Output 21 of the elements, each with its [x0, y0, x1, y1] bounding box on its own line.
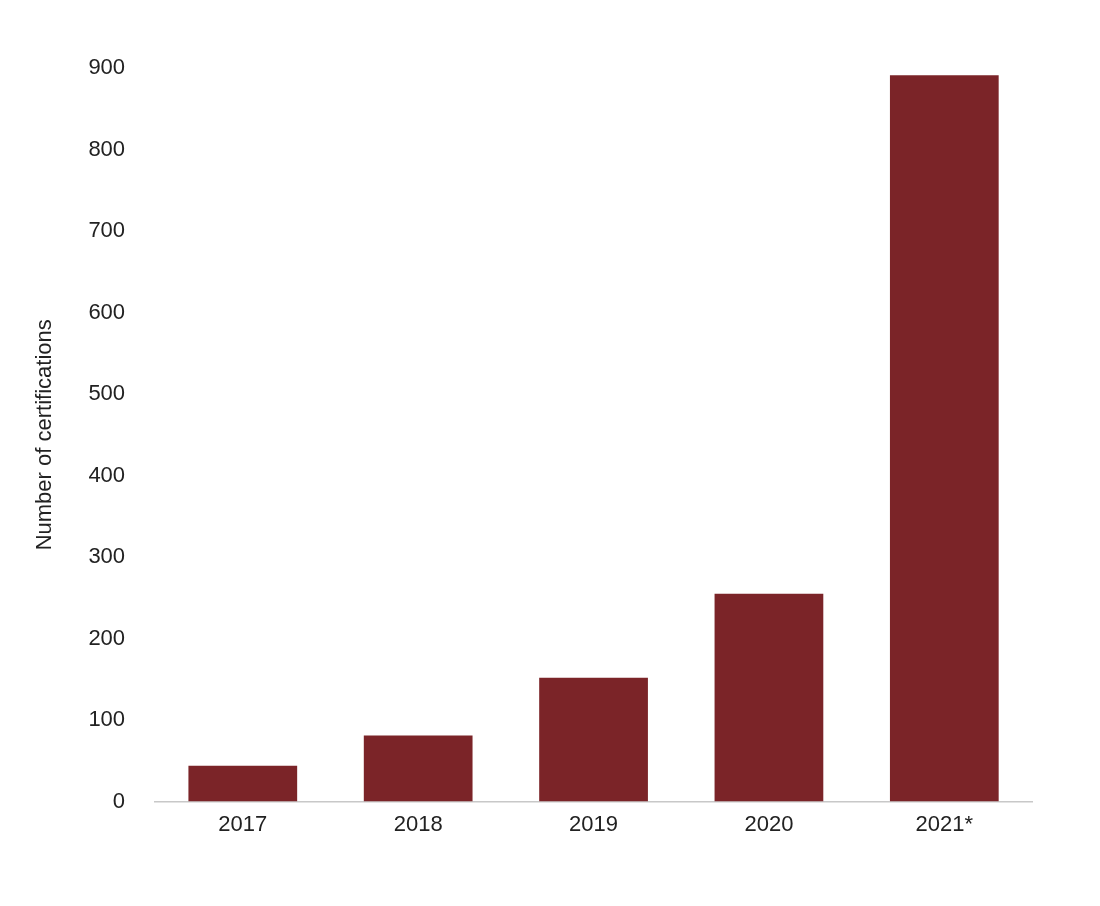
- y-tick-label: 300: [88, 543, 126, 569]
- y-tick-label: 400: [88, 461, 126, 487]
- x-tick-label: 2021*: [915, 810, 974, 836]
- x-tick-label: 2017: [218, 810, 268, 836]
- bar: [714, 593, 824, 802]
- x-tick-label: 2019: [569, 810, 619, 836]
- y-tick-label: 600: [88, 298, 126, 324]
- y-tick-label: 500: [88, 380, 126, 406]
- y-tick-label: 800: [88, 135, 126, 161]
- bar: [539, 677, 648, 802]
- y-tick-label: 200: [88, 624, 126, 650]
- y-tick-label: 900: [88, 54, 126, 80]
- bar: [363, 735, 473, 802]
- x-tick-label: 2020: [744, 810, 794, 836]
- y-tick-label: 100: [88, 706, 126, 732]
- bar: [889, 75, 999, 802]
- bar: [188, 765, 298, 802]
- y-tick-label: 700: [88, 217, 126, 243]
- x-tick-label: 2018: [393, 810, 443, 836]
- y-axis-title: Number of certifications: [31, 319, 57, 551]
- y-tick-label: 0: [112, 787, 126, 813]
